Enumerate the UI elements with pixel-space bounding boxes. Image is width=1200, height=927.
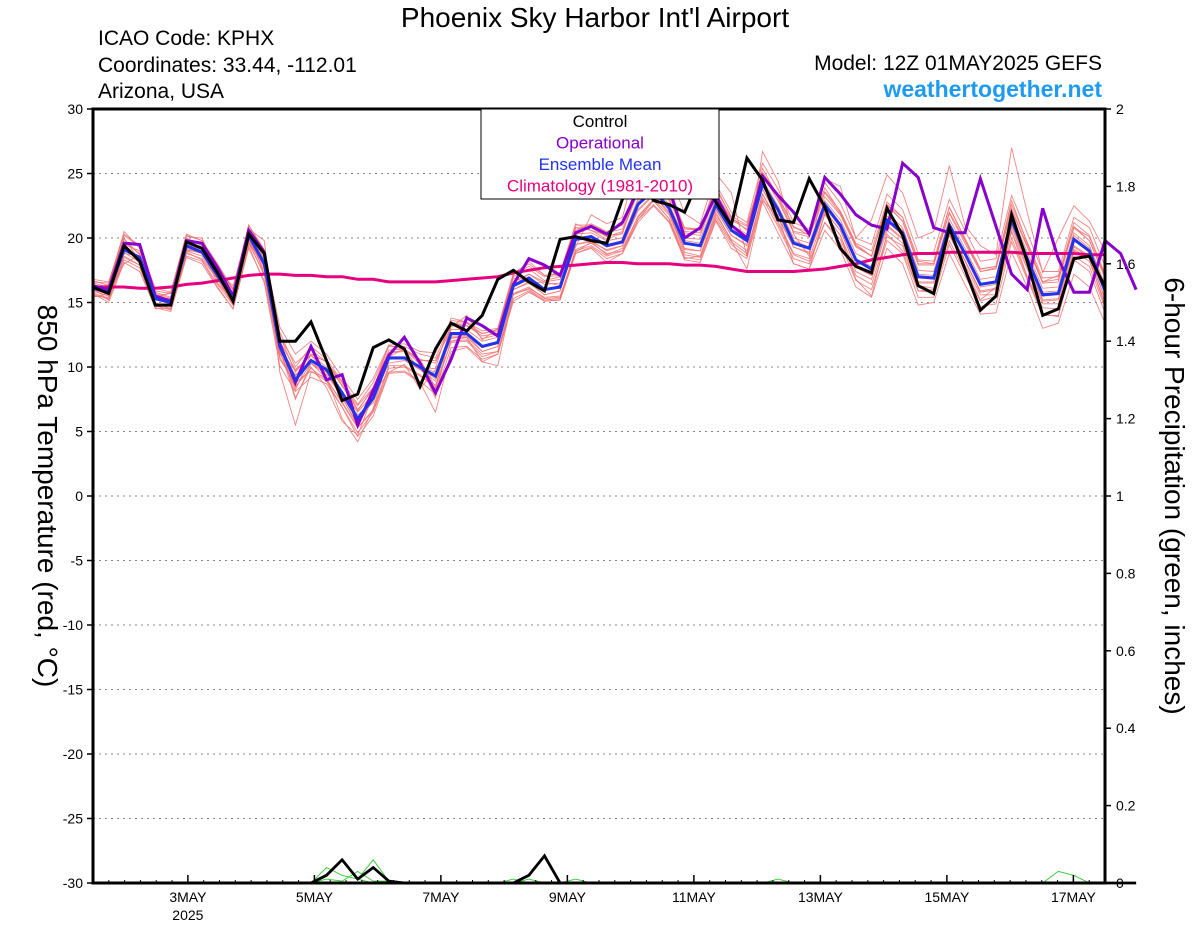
climatology-line	[93, 250, 1105, 290]
precip-series	[93, 853, 1137, 885]
y2-axis-ticks: 2 1.8 1.6 1.4 1.2 1 0.8 0.6 0.4 0.2 0	[1105, 101, 1136, 891]
x-axis-ticks: 3MAY 2025 5MAY 7MAY 9MAY 11MAY 13MAY 15MAY 17MAY	[92, 875, 1106, 923]
legend-entry: Climatology (1981-2010)	[507, 177, 693, 196]
y-tick-label: -5	[71, 553, 84, 569]
legend-entry: Operational	[556, 134, 644, 153]
legend: Control Operational Ensemble Mean Climatolo…	[480, 108, 720, 200]
x-tick-label: 17MAY	[1051, 889, 1097, 905]
x-tick-label: 15MAY	[924, 889, 970, 905]
y2-tick-label: 1	[1116, 488, 1124, 504]
member-line	[92, 178, 1106, 407]
y-tick-label: 10	[67, 359, 83, 375]
x-tick-sublabel: 2025	[172, 907, 203, 923]
page-title: Phoenix Sky Harbor Int'l Airport	[400, 2, 790, 33]
precip-control-line	[93, 853, 1137, 885]
legend-entry: Ensemble Mean	[539, 155, 662, 174]
x-tick-label: 5MAY	[296, 889, 334, 905]
member-line	[92, 162, 1106, 428]
y-tick-label: 0	[75, 488, 83, 504]
member-line	[92, 172, 1106, 406]
member-line	[92, 187, 1106, 416]
y2-tick-label: 0.4	[1116, 720, 1136, 736]
y-tick-label: 5	[75, 424, 83, 440]
grid-lines	[93, 173, 1105, 819]
x-tick-label: 9MAY	[549, 889, 587, 905]
member-line	[92, 187, 1106, 423]
model-run: Model: 12Z 01MAY2025 GEFS	[814, 52, 1102, 75]
y2-tick-label: 1.2	[1116, 411, 1136, 427]
y2-tick-label: 2	[1116, 101, 1124, 117]
x-tick-label: 13MAY	[798, 889, 844, 905]
icao-code: ICAO Code: KPHX	[98, 27, 275, 50]
y-tick-label: -20	[63, 746, 83, 762]
y2-tick-label: 0.6	[1116, 643, 1136, 659]
control-line	[92, 154, 1107, 403]
y-tick-label: -15	[63, 682, 83, 698]
y-tick-label: -30	[63, 875, 83, 891]
member-line	[92, 167, 1106, 411]
y2-axis-label: 6-hour Precipitation (green, inches)	[1159, 277, 1190, 714]
x-tick-label: 11MAY	[672, 889, 716, 905]
y-tick-label: 15	[67, 295, 83, 311]
x-tick-label: 7MAY	[422, 889, 460, 905]
legend-box	[480, 108, 720, 200]
site-link[interactable]: weathertogether.net	[883, 76, 1102, 102]
y-tick-label: 25	[67, 166, 83, 182]
y2-tick-label: 0.2	[1116, 798, 1136, 814]
y2-tick-label: 1.8	[1116, 178, 1136, 194]
y-axis-label: 850 hPa Temperature (red, °C)	[32, 305, 63, 688]
y2-tick-label: 0	[1116, 875, 1124, 891]
y-tick-label: 30	[67, 101, 83, 117]
location-state: Arizona, USA	[98, 80, 225, 103]
member-line	[92, 137, 1106, 443]
legend-entry: Control	[573, 112, 628, 131]
y-tick-label: -25	[63, 811, 83, 827]
y-axis-ticks: 30 25 20 15 10 5 0 -5 -10 -15 -20 -25 -30	[63, 101, 93, 891]
x-tick-label: 3MAY	[169, 889, 207, 905]
precip-member-line	[93, 859, 1137, 884]
member-line	[92, 173, 1106, 412]
y2-tick-label: 1.6	[1116, 256, 1136, 272]
member-line	[92, 200, 1106, 438]
y2-tick-label: 0.8	[1116, 565, 1136, 581]
y2-tick-label: 1.4	[1116, 333, 1136, 349]
main-series	[92, 154, 1138, 430]
y-tick-label: -10	[63, 617, 83, 633]
coordinates: Coordinates: 33.44, -112.01	[98, 54, 357, 77]
y-tick-label: 20	[67, 230, 83, 246]
